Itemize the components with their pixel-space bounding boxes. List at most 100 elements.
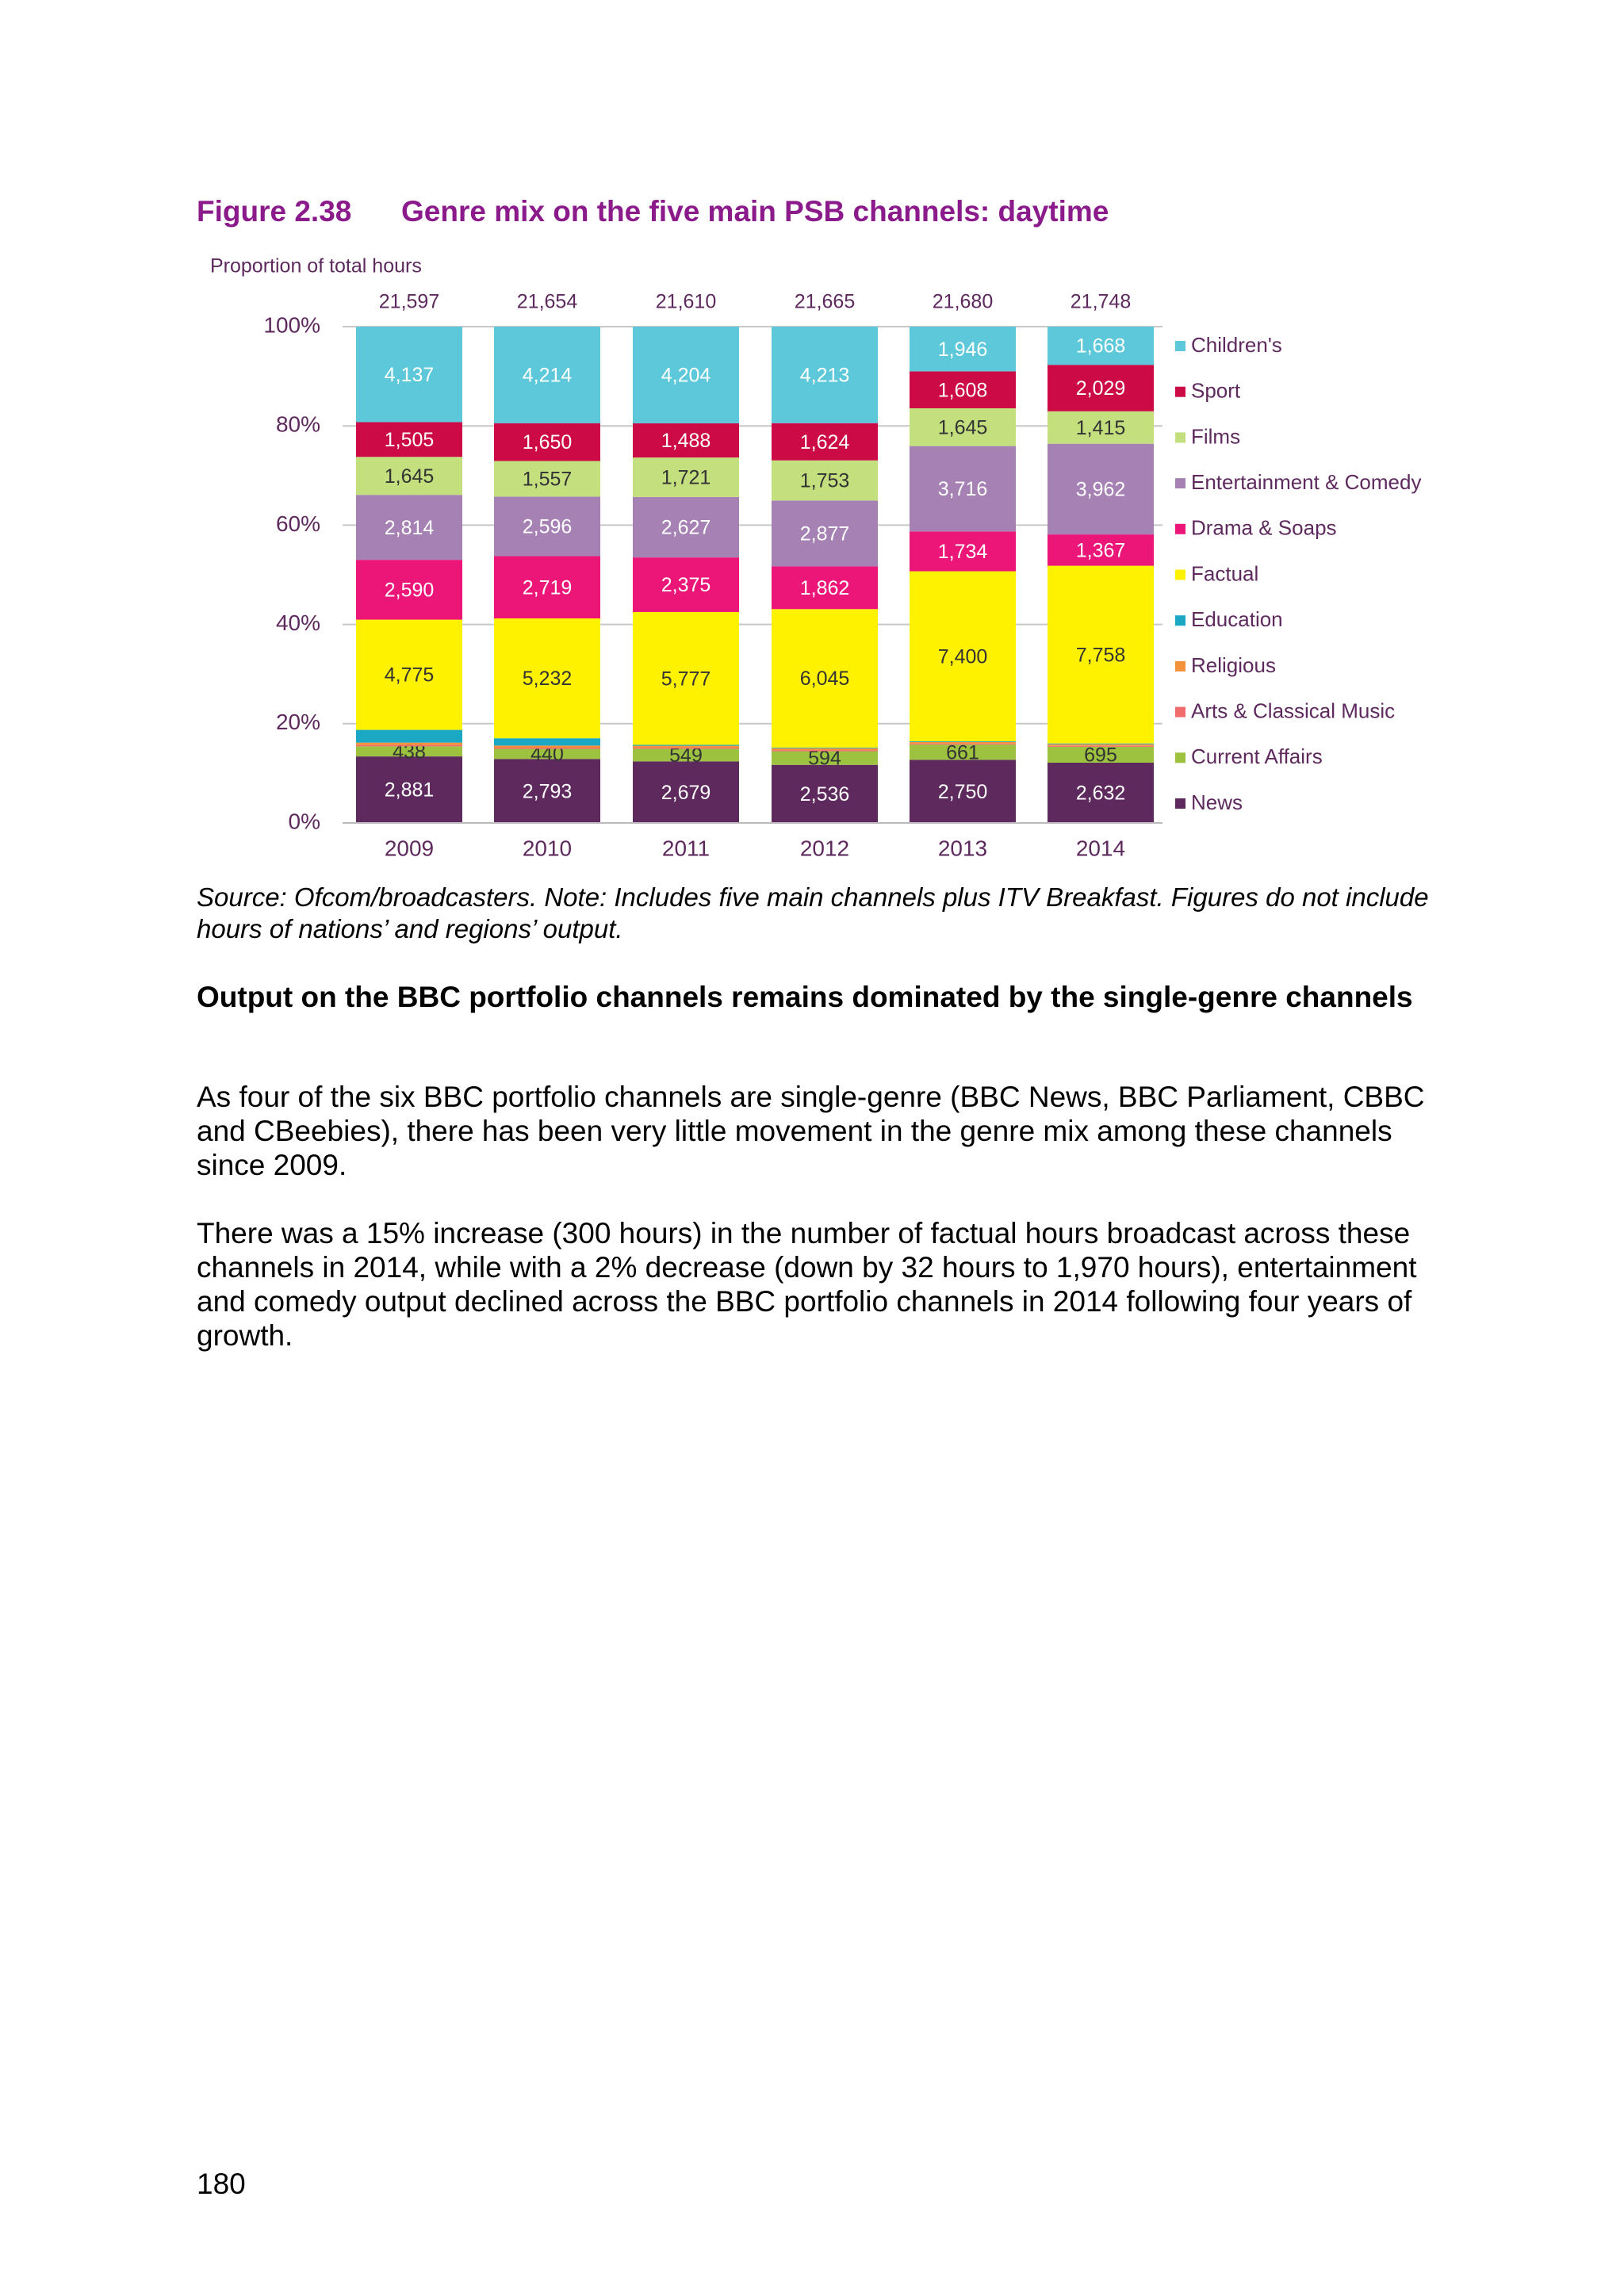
bar-segment: [494, 745, 600, 748]
x-tick-label: 2010: [523, 836, 572, 860]
bar-segment: [910, 371, 1016, 408]
data-label: 3,962: [1076, 479, 1126, 501]
legend-label: Factual: [1191, 561, 1258, 585]
legend-label: Children's: [1191, 333, 1282, 357]
bar-segment: [356, 560, 462, 620]
figure-number: Figure 2.38: [197, 195, 352, 228]
legend-swatch: [1175, 478, 1185, 489]
bar-segment: [633, 745, 739, 748]
legend-swatch: [1175, 752, 1185, 763]
data-label: 4,214: [523, 364, 573, 386]
data-label: 1,668: [1076, 335, 1126, 358]
paragraph-1: As four of the six BBC portfolio channel…: [197, 1081, 1425, 1181]
bar-segment: [772, 750, 878, 752]
data-label: 4,137: [385, 364, 435, 386]
total-label: 21,748: [1071, 291, 1131, 313]
y-tick-label: 100%: [263, 312, 320, 337]
data-label: 2,590: [385, 579, 435, 601]
genre-mix-chart: Proportion of total hours 0% 20% 40% 60% 80% 1…: [210, 255, 1421, 861]
data-label: 2,627: [661, 517, 711, 539]
x-tick-label: 2013: [938, 836, 987, 860]
total-label: 21,610: [656, 291, 716, 313]
bar-segment: [910, 408, 1016, 446]
data-label: 4,213: [800, 364, 850, 386]
data-label: 2,750: [938, 781, 988, 803]
x-tick-label: 2014: [1076, 836, 1125, 860]
bar-segment: [494, 738, 600, 746]
bar-segment: [1048, 746, 1154, 763]
data-label: 661: [946, 741, 979, 763]
bar-segment: [910, 741, 1016, 744]
page-number: 180: [197, 2168, 246, 2200]
bar-segment: [633, 327, 739, 423]
data-label: 1,721: [661, 467, 711, 489]
bar-segment: [494, 759, 600, 823]
y-tick-label: 60%: [276, 511, 320, 536]
bar-segment: [633, 457, 739, 497]
y-axis-title: Proportion of total hours: [210, 255, 422, 277]
data-label: 2,375: [661, 574, 711, 596]
x-tick-label: 2012: [800, 836, 849, 860]
bar-segment: [910, 446, 1016, 532]
data-label: 695: [1084, 744, 1117, 767]
data-label: 7,758: [1076, 644, 1126, 666]
data-label: 1,734: [938, 541, 988, 563]
data-label: 2,814: [385, 517, 435, 539]
bar-segment: [494, 461, 600, 497]
data-label: 1,650: [523, 431, 573, 453]
bar-segment: [356, 729, 462, 743]
data-label: 5,232: [523, 668, 573, 690]
bar-segment: [772, 423, 878, 461]
bar-segment: [1048, 762, 1154, 823]
legend-swatch: [1175, 615, 1185, 626]
bar-segment: [633, 496, 739, 558]
bar-segment: [633, 557, 739, 612]
data-label: 1,415: [1076, 417, 1126, 439]
bar-segment: [910, 760, 1016, 823]
bar-segment: [772, 748, 878, 751]
data-label: 1,505: [385, 429, 435, 451]
legend-label: Current Affairs: [1191, 744, 1323, 768]
legend-swatch: [1175, 706, 1185, 718]
bar-segment: [910, 531, 1016, 572]
bar-segment: [494, 618, 600, 739]
legend-swatch: [1175, 386, 1185, 397]
data-label: 1,862: [800, 577, 850, 599]
bar-segment: [1048, 744, 1154, 746]
bar-segment: [494, 556, 600, 619]
bar-segment: [1048, 327, 1154, 365]
bar-segment: [356, 422, 462, 457]
data-label: 2,029: [1076, 377, 1126, 400]
total-label: 21,665: [795, 291, 855, 313]
data-label: 2,881: [385, 779, 435, 802]
bar-segment: [633, 744, 739, 746]
data-label: 4,775: [385, 664, 435, 687]
bar-segment: [356, 742, 462, 745]
x-tick-label: 2011: [662, 836, 710, 860]
bar-segment: [1048, 565, 1154, 744]
bar-segment: [633, 748, 739, 762]
bar-segment: [910, 740, 1016, 742]
legend-label: Arts & Classical Music: [1191, 698, 1395, 722]
legend-label: Entertainment & Comedy: [1191, 470, 1421, 494]
bar-segment: [494, 496, 600, 557]
bar-segment: [494, 747, 600, 749]
data-label: 5,777: [661, 668, 711, 690]
bar-segment: [1048, 365, 1154, 411]
bar-segment: [1048, 534, 1154, 566]
legend-label: Education: [1191, 607, 1283, 631]
data-label: 2,793: [523, 780, 573, 802]
bar-segment: [910, 571, 1016, 741]
y-tick-label: 0%: [289, 809, 320, 833]
total-label: 21,654: [517, 291, 578, 313]
data-label: 1,946: [938, 339, 988, 361]
data-label: 2,877: [800, 522, 850, 545]
data-label: 1,488: [661, 430, 711, 452]
bar-segment: [910, 327, 1016, 372]
legend-label: Drama & Soaps: [1191, 516, 1337, 540]
bar-segment: [356, 756, 462, 823]
legend-label: News: [1191, 790, 1243, 814]
legend-label: Religious: [1191, 653, 1276, 677]
legend-swatch: [1175, 341, 1185, 351]
data-label: 2,719: [523, 576, 573, 599]
